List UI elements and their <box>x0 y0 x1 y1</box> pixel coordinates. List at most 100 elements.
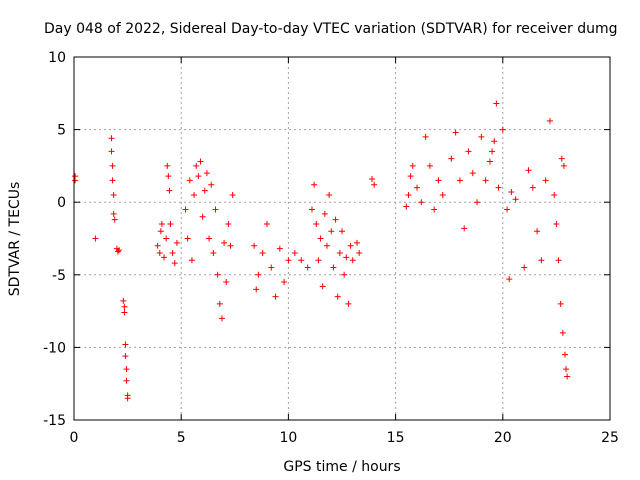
data-point <box>489 148 496 155</box>
data-point <box>108 148 115 155</box>
data-point <box>546 117 553 124</box>
grid <box>74 57 610 420</box>
data-point <box>343 254 350 261</box>
data-point <box>529 184 536 191</box>
x-tick-label: 20 <box>494 430 512 446</box>
data-point <box>199 213 206 220</box>
data-point <box>116 247 123 254</box>
data-point <box>281 279 288 286</box>
data-point <box>121 303 128 310</box>
data-point <box>268 264 275 271</box>
data-point <box>227 242 234 249</box>
data-point <box>328 228 335 235</box>
data-point <box>154 242 161 249</box>
data-point <box>193 162 200 169</box>
data-point <box>186 177 193 184</box>
data-point <box>156 250 163 257</box>
data-point <box>465 148 472 155</box>
data-point <box>197 158 204 165</box>
data-point <box>557 300 564 307</box>
data-point <box>525 167 532 174</box>
x-tick-label: 10 <box>279 430 297 446</box>
data-point <box>345 300 352 307</box>
y-tick-label: -15 <box>43 413 66 429</box>
data-point <box>291 250 298 257</box>
data-point <box>551 191 558 198</box>
data-point <box>203 170 210 177</box>
data-point <box>405 191 412 198</box>
data-point <box>559 329 566 336</box>
data-point <box>564 373 571 380</box>
y-tick-label: 5 <box>57 123 66 139</box>
x-tick-label: 0 <box>70 430 79 446</box>
data-point <box>426 162 433 169</box>
data-point <box>157 228 164 235</box>
data-point <box>439 191 446 198</box>
data-point <box>212 206 219 213</box>
data-point <box>251 242 258 249</box>
data-point <box>341 271 348 278</box>
data-point <box>414 184 421 191</box>
data-point <box>431 206 438 213</box>
data-point <box>558 155 565 162</box>
data-point <box>555 257 562 264</box>
data-point <box>478 133 485 140</box>
data-point <box>121 309 128 316</box>
data-point <box>315 257 322 264</box>
data-point <box>403 203 410 210</box>
data-point <box>167 220 174 227</box>
data-point <box>534 228 541 235</box>
data-point <box>206 235 213 242</box>
data-point <box>504 206 511 213</box>
data-point <box>255 271 262 278</box>
data-point <box>195 173 202 180</box>
data-point <box>201 187 208 194</box>
data-point <box>486 158 493 165</box>
x-tick-label: 5 <box>177 430 186 446</box>
data-point <box>165 173 172 180</box>
data-point <box>218 315 225 322</box>
data-point <box>166 187 173 194</box>
data-point <box>109 162 116 169</box>
data-point <box>371 181 378 188</box>
data-point <box>349 257 356 264</box>
data-point <box>191 191 198 198</box>
y-tick-label: -5 <box>52 268 66 284</box>
data-point <box>469 170 476 177</box>
plot-frame <box>73 56 611 421</box>
data-point <box>369 175 376 182</box>
data-point <box>418 199 425 206</box>
data-point <box>188 257 195 264</box>
x-tick-label: 25 <box>601 430 619 446</box>
data-point <box>317 235 324 242</box>
data-point <box>169 250 176 257</box>
data-point <box>538 257 545 264</box>
data-point <box>123 366 130 373</box>
data-point <box>253 286 260 293</box>
data-point <box>560 162 567 169</box>
data-point <box>311 181 318 188</box>
chart-title: Day 048 of 2022, Sidereal Day-to-day VTE… <box>44 21 618 37</box>
data-point <box>356 250 363 257</box>
data-point <box>448 155 455 162</box>
axis-ticks: 0 5 10 15 20 25 -15 -10 -5 0 5 10 <box>43 50 619 446</box>
data-point <box>512 196 519 203</box>
data-point <box>422 133 429 140</box>
data-point <box>508 189 515 196</box>
data-point <box>304 264 311 271</box>
data-point <box>259 250 266 257</box>
data-point <box>216 300 223 307</box>
data-point <box>108 135 115 142</box>
data-point <box>221 239 228 246</box>
data-point <box>272 293 279 300</box>
data-point <box>223 279 230 286</box>
y-tick-label: -10 <box>43 340 66 356</box>
data-point <box>210 250 217 257</box>
data-point <box>354 239 361 246</box>
data-point <box>347 242 354 249</box>
data-point <box>208 181 215 188</box>
data-point <box>72 177 79 184</box>
data-point <box>123 377 130 384</box>
